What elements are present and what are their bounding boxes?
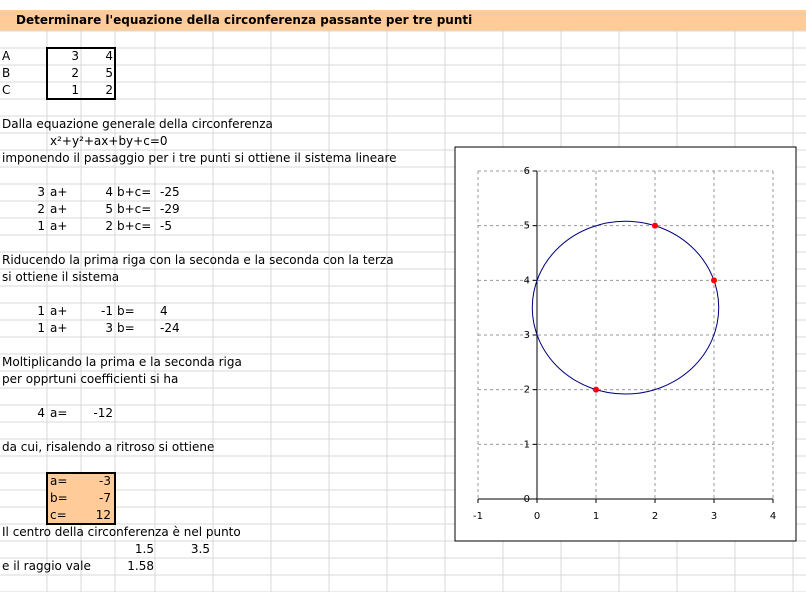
point-name: B [2,66,11,80]
label: b+c= [117,185,152,199]
label: a+ [50,219,68,233]
label: a+ [50,321,68,335]
text: per opprtuni coefficienti si ha [2,372,179,386]
radius: 1.58 [127,559,154,573]
coef: 5 [105,202,113,216]
center-x: 1.5 [134,542,154,556]
y-tick-label: 2 [524,385,530,396]
rhs: -24 [160,321,180,335]
point-x: 2 [71,66,79,80]
solution-box [46,472,116,525]
text: Il centro della circonferenza è nel punt… [2,525,241,539]
label: b= [117,321,135,335]
text: e il raggio vale [2,559,91,573]
point-name: C [2,83,11,97]
text: Dalla equazione generale della circonfer… [2,117,273,131]
text: imponendo il passaggio per i tre punti s… [2,151,397,165]
y-tick-label: 3 [524,330,530,341]
point-y: 4 [105,49,113,63]
coef: 4 [37,406,45,420]
coef: 2 [105,219,113,233]
point-name: A [2,49,11,63]
text: Riducendo la prima riga con la seconda e… [2,253,394,267]
label: a+ [50,185,68,199]
label: b= [117,304,135,318]
solution-name: b= [50,491,68,505]
point-x: 1 [71,83,79,97]
y-tick-label: 5 [524,221,530,232]
point-y: 5 [105,66,113,80]
chart-area [454,146,797,542]
coef: 1 [37,321,45,335]
coef: 2 [37,202,45,216]
point [652,222,658,229]
point [593,386,599,393]
y-tick-label: 6 [524,166,530,177]
text: Moltiplicando la prima e la seconda riga [2,355,242,369]
solution-value: -3 [99,474,111,488]
label: a+ [50,202,68,216]
rhs: -29 [160,202,180,216]
solution-name: a= [50,474,68,488]
rhs: -12 [93,406,113,420]
x-tick-label: 0 [534,511,540,522]
y-tick-label: 4 [524,275,530,286]
x-tick-label: 1 [593,511,599,522]
x-tick-label: 4 [770,511,776,522]
point-y: 2 [105,83,113,97]
coef: 3 [105,321,113,335]
label: b+c= [117,202,152,216]
coef: 3 [37,185,45,199]
label: a+ [50,304,68,318]
solution-value: -7 [99,491,111,505]
text: da cui, risalendo a ritroso si ottiene [2,440,215,454]
rhs: -25 [160,185,180,199]
title: Determinare l'equazione della circonfere… [16,13,473,27]
rhs: 4 [160,304,168,318]
points-box [46,47,116,100]
coef: 4 [105,185,113,199]
coef: 1 [37,219,45,233]
x-tick-label: -1 [473,511,483,522]
rhs: -5 [160,219,172,233]
equation: x²+y²+ax+by+c=0 [50,134,168,148]
x-tick-label: 2 [652,511,658,522]
solution-value: 12 [95,508,111,522]
label: b+c= [117,219,152,233]
point-x: 3 [71,49,79,63]
circle [531,220,720,395]
coef: -1 [101,304,113,318]
title-band [0,10,806,31]
x-tick-label: 3 [711,511,717,522]
center-y: 3.5 [190,542,210,556]
y-tick-label: 1 [524,439,530,450]
text: si ottiene il sistema [2,270,120,284]
solution-name: c= [50,508,67,522]
point [711,277,717,284]
coef: 1 [37,304,45,318]
label: a= [50,406,68,420]
